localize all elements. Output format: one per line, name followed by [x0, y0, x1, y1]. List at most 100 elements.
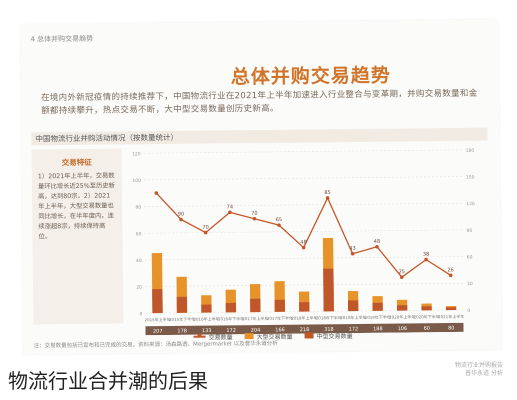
line-point [301, 245, 306, 250]
line-point [179, 217, 183, 222]
bar-mid-deals [396, 305, 408, 311]
total-label: 178 [177, 328, 187, 334]
line-point [252, 216, 257, 221]
gridline [144, 229, 463, 234]
y-tick-label-left: 80 [135, 205, 141, 211]
data-label: 48 [374, 239, 380, 245]
x-tick-label: 2020年上半年 [389, 313, 415, 319]
bar2-swatch-icon [304, 332, 314, 339]
x-tick-label: 2015年上半年 [144, 316, 170, 322]
combo-chart: 03060901201501800204060801001202015年上半年2… [132, 148, 475, 336]
x-tick-label: 2017年上半年 [242, 315, 268, 321]
data-label: 90 [178, 211, 184, 217]
data-label: 38 [423, 252, 429, 258]
bar-mid-deals [250, 298, 261, 313]
total-label: 188 [373, 326, 383, 332]
watermark-line-2: 普华永道 分析 [465, 370, 503, 377]
total-label: 204 [251, 328, 261, 334]
bar-mid-deals [176, 296, 188, 313]
y-tick-label-right: 0 [467, 308, 470, 314]
total-label: 172 [349, 326, 359, 332]
section-header: 4 总体并购交易趋势 [30, 34, 94, 44]
line-point [228, 210, 232, 215]
x-tick-label: 2017年下半年 [267, 315, 293, 321]
y-tick-label-right: 90 [466, 228, 472, 234]
line-point [448, 273, 453, 278]
x-tick-label: 2018年上半年 [291, 314, 317, 320]
line-point [399, 275, 404, 279]
image-caption: 物流行业合并潮的后果 [8, 369, 208, 393]
bar-mid-deals [323, 268, 334, 312]
bar-mid-deals [201, 304, 212, 313]
x-tick-label: 2015年下半年 [169, 316, 195, 322]
x-tick-label: 2019年上半年 [340, 314, 366, 320]
total-label: 166 [275, 327, 285, 333]
bar-mid-deals [372, 302, 383, 311]
total-label: 207 [153, 329, 163, 335]
data-label: 43 [349, 246, 355, 252]
data-label: 25 [399, 269, 405, 275]
bar-mid-deals [152, 289, 163, 314]
gridline [144, 256, 463, 261]
totals-band [145, 322, 464, 336]
data-label: 26 [447, 267, 453, 273]
total-label: 318 [324, 327, 334, 333]
y-tick-label-left: 100 [132, 178, 141, 184]
data-label: 48 [300, 240, 306, 246]
y-tick-label-left: 120 [132, 151, 141, 157]
total-label: 80 [448, 325, 454, 331]
total-label: 133 [202, 328, 212, 334]
bar1-swatch-icon [244, 333, 254, 340]
gridline [143, 149, 462, 154]
bar-mid-deals [274, 299, 285, 312]
data-label: 70 [251, 211, 257, 217]
data-label: 70 [202, 225, 208, 231]
total-label: 60 [424, 326, 430, 332]
data-label: 74 [227, 204, 233, 210]
x-tick-label: 2019年下半年 [365, 314, 391, 320]
y-tick-label-left: 20 [136, 285, 142, 291]
watermark: 物流行业并购报告 普华永道 分析 [455, 362, 503, 378]
side-panel: 交易特征 1）2021年上半年，交易数量环比增长近25%至历史新高，达到80宗。… [31, 148, 124, 325]
data-label: 65 [276, 217, 282, 223]
line-point [277, 223, 281, 227]
gridline [145, 309, 464, 314]
x-tick-label: 2016年下半年 [218, 315, 244, 321]
y-tick-label-left: 60 [136, 231, 142, 237]
bar-mid-deals [347, 300, 359, 312]
line-deal-count [155, 192, 452, 279]
report-page: 4 总体并购交易趋势 总体并购交易趋势 在境内外新冠疫情的持续推荐下，中国物流行… [20, 19, 502, 355]
bar-mid-deals [445, 307, 457, 311]
line-point [424, 257, 428, 262]
line-point [350, 251, 355, 256]
line-point [325, 196, 330, 200]
line-swatch-icon [193, 335, 206, 338]
gridline [143, 176, 462, 181]
footnote: 注：交易数量包括已宣布和已完成的交易。资料来源：汤森路透、Mergermarke… [33, 340, 278, 350]
y-tick-label-right: 30 [467, 281, 473, 287]
intro-paragraph: 在境内外新冠疫情的持续推荐下，中国物流行业在2021年上半年加速进入行业整合与变… [41, 88, 478, 117]
x-tick-label: 2020年下半年 [414, 313, 440, 319]
bar-mid-deals [299, 302, 310, 312]
y-tick-label-left: 40 [136, 258, 142, 264]
x-tick-label: 2016年上半年 [193, 315, 219, 321]
line-point [375, 244, 379, 249]
y-tick-label-right: 120 [466, 201, 475, 207]
watermark-line-1: 物流行业并购报告 [454, 362, 503, 369]
bar-mid-deals [225, 302, 237, 313]
gridline [145, 282, 464, 287]
x-tick-label: 2018年下半年 [316, 314, 342, 320]
data-label: 85 [324, 190, 330, 196]
x-tick-label: 2021年上半年 [438, 313, 464, 319]
total-label: 106 [398, 326, 408, 332]
y-tick-label-right: 150 [466, 174, 475, 180]
side-panel-text: 1）2021年上半年，交易数量环比增长近25%至历史新高，达到80宗。2）202… [37, 172, 115, 241]
y-tick-label-left: 0 [139, 311, 142, 317]
side-panel-title: 交易特征 [61, 157, 92, 168]
bar-mid-deals [421, 306, 432, 311]
total-label: 172 [226, 328, 236, 334]
line-point [203, 230, 208, 235]
total-label: 218 [300, 327, 310, 333]
page-title: 总体并购交易趋势 [230, 64, 391, 89]
